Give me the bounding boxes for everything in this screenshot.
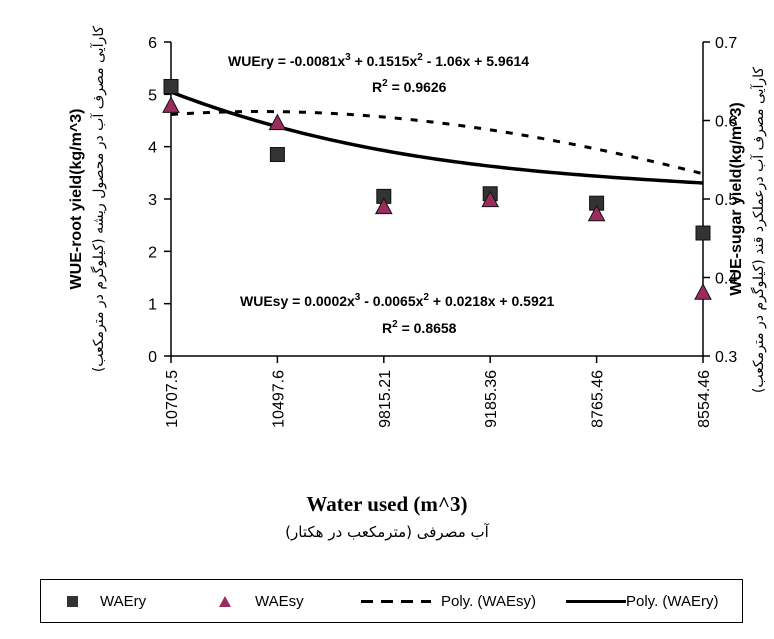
legend-label-poly-waesy: Poly. (WAEsy) (441, 592, 537, 610)
x-tick-label: 8554.46 (696, 370, 713, 428)
waery-point (269, 147, 285, 163)
waery-point (163, 78, 179, 94)
legend-label-waesy: WAEsy (255, 592, 304, 610)
right-tick-label: 0.3 (715, 349, 737, 366)
legend-label-poly-waery: Poly. (WAEry) (626, 592, 719, 610)
r2-ry: R2 = 0.9626 (372, 78, 447, 95)
right-y-ticks: 0.3 0.4 0.5 0.6 0.7 (703, 35, 737, 366)
trendlines (170, 90, 704, 185)
x-ticks: 10707.5 10497.6 9815.21 9185.36 8765.46 8554.… (164, 356, 713, 428)
left-tick-label: 5 (148, 87, 157, 104)
left-y-axis-title: WUE-root yield(kg/m^3) (68, 109, 85, 290)
waesy-point (587, 204, 606, 222)
equation-sy: WUEsy = 0.0002x3 - 0.0065x2 + 0.0218x + … (240, 292, 555, 309)
x-tick-label: 9185.36 (483, 370, 500, 428)
x-tick-label: 10707.5 (164, 370, 181, 428)
x-axis-subtitle: آب مصرفی (مترمکعب در هکتار) (285, 523, 489, 541)
solid-line-icon (566, 599, 626, 603)
triangle-marker-icon (219, 595, 231, 607)
left-tick-label: 2 (148, 244, 157, 261)
waesy-point (374, 197, 393, 215)
left-tick-label: 1 (148, 297, 157, 314)
left-tick-label: 3 (148, 192, 157, 209)
left-tick-label: 0 (148, 349, 157, 366)
legend-item-waery: WAEry (67, 580, 146, 622)
equation-ry: WUEry = -0.0081x3 + 0.1515x2 - 1.06x + 5… (228, 52, 529, 69)
r2-sy: R2 = 0.8658 (382, 319, 457, 336)
x-tick-label: 10497.6 (270, 370, 287, 428)
right-tick-label: 0.5 (715, 192, 737, 209)
waesy-point (481, 190, 500, 208)
right-tick-label: 0.7 (715, 35, 737, 52)
square-marker-icon (67, 595, 78, 607)
waesy-point (268, 113, 287, 131)
waesy-point (694, 283, 712, 300)
legend-item-poly-waesy: Poly. (WAEsy) (361, 580, 536, 622)
waery-point (695, 225, 711, 241)
trendline-solid (170, 90, 704, 185)
left-y-ticks: 0 1 2 3 4 5 6 (148, 35, 171, 366)
right-y-axis-title: WUE-sugar yield(kg/m^3) (728, 102, 745, 295)
legend-label-waery: WAEry (100, 592, 147, 610)
waesy-point (162, 96, 180, 113)
x-tick-label: 9815.21 (377, 370, 394, 428)
legend-item-poly-waery: Poly. (WAEry) (566, 580, 719, 622)
left-tick-label: 6 (148, 35, 157, 52)
left-y-axis-title-fa: کارآیی مصرف آب در محصول ریشه (کیلوگرم در… (90, 26, 107, 373)
x-tick-label: 8765.46 (590, 370, 607, 428)
chart: 0 1 2 3 4 5 6 0.3 0.4 0.5 0.6 0.7 10707.5 10497.6 98… (68, 26, 767, 428)
right-tick-label: 0.6 (715, 114, 737, 131)
legend-item-waesy: WAEsy (219, 580, 304, 622)
right-tick-label: 0.4 (715, 271, 737, 288)
left-tick-label: 4 (148, 140, 157, 157)
x-axis-title: Water used (m^3) (306, 492, 468, 516)
legend: WAEry WAEsy Poly. (WAEsy) Poly. (WAEry) (40, 579, 743, 623)
data-markers (162, 78, 712, 300)
right-y-axis-title-fa: کارآیی مصرف آب درعملکرد قند (کیلوگرم در … (750, 67, 767, 394)
dashed-line-icon (361, 599, 431, 603)
